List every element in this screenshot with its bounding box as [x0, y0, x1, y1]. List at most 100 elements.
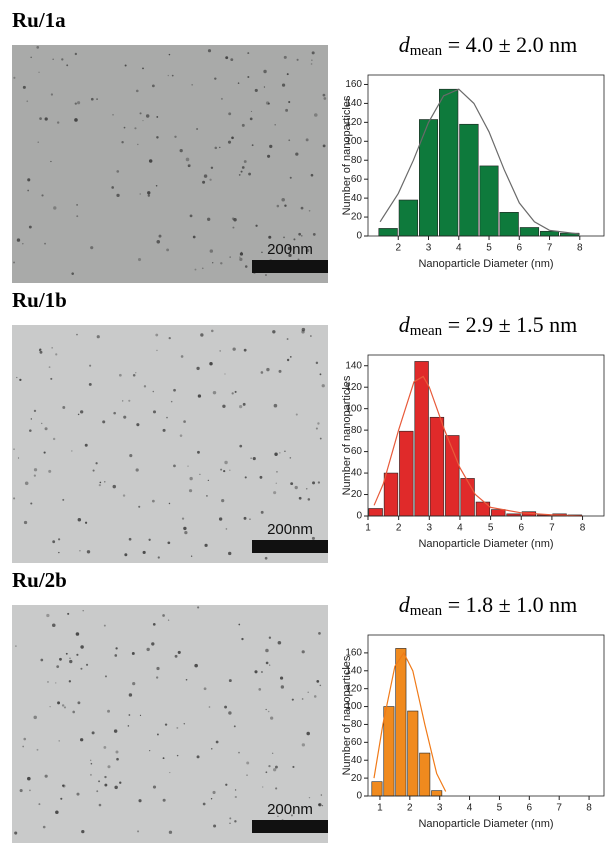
tem-particle [317, 422, 320, 425]
tem-particle [118, 373, 122, 377]
tem-particle [98, 803, 102, 807]
tem-particle [75, 632, 80, 636]
tem-particle [269, 144, 273, 149]
tem-particle [313, 695, 317, 698]
plot-frame [367, 74, 605, 237]
tem-particle [305, 487, 308, 490]
tem-particle [22, 745, 25, 748]
tem-particle [22, 85, 26, 89]
tem-particle [152, 622, 156, 626]
tem-particle [265, 771, 268, 774]
tem-particle [273, 403, 278, 408]
tem-particle [55, 353, 58, 356]
tem-particle [112, 484, 117, 489]
tem-particle [237, 82, 240, 84]
bar [540, 230, 560, 237]
y-tick-label: 100 [345, 403, 362, 414]
tem-particle [287, 246, 292, 251]
tem-particle [156, 136, 159, 139]
tem-particle [286, 73, 289, 76]
tem-particle [116, 757, 119, 761]
tem-particle [316, 680, 320, 683]
tem-particle [38, 71, 40, 74]
tem-particle [74, 102, 77, 105]
tem-particle [47, 680, 49, 683]
tem-particle [319, 437, 322, 440]
tem-particle [191, 83, 194, 86]
tem-particle [55, 682, 57, 684]
scale-bar [252, 260, 328, 273]
tem-particle [196, 366, 200, 371]
y-tick-label: 0 [356, 511, 362, 522]
tem-particle [52, 437, 56, 441]
tem-particle [137, 143, 139, 146]
tem-particle [312, 233, 316, 236]
tem-particle [151, 499, 155, 503]
tem-particle [234, 795, 237, 799]
y-tick-label: 80 [351, 719, 363, 730]
y-tick-label: 60 [351, 174, 363, 185]
bar [399, 430, 414, 517]
tem-particle [142, 550, 146, 554]
tem-particle [311, 51, 315, 55]
tem-particle [39, 350, 43, 354]
tem-particle [24, 481, 29, 486]
tem-particle [210, 798, 213, 800]
tem-particle [286, 358, 290, 362]
tem-particle [262, 786, 264, 788]
tem-particle [50, 93, 54, 96]
tem-particle [289, 176, 292, 179]
panel-label: Ru/1b [12, 288, 67, 312]
tem-particle [275, 482, 277, 484]
tem-particle [13, 261, 15, 264]
tem-particle [275, 787, 278, 790]
tem-particle [179, 434, 183, 437]
tem-particle [96, 335, 100, 339]
title-symbol: d [399, 32, 411, 57]
tem-particle [204, 543, 208, 547]
tem-particle [23, 520, 28, 525]
tem-particle [289, 457, 292, 459]
tem-particle [44, 117, 48, 121]
x-tick-label: 6 [527, 803, 533, 814]
tem-particle [197, 450, 200, 454]
x-tick-label: 3 [437, 803, 443, 814]
tem-particle [284, 450, 286, 453]
tem-particle [209, 249, 214, 253]
tem-particle [33, 468, 38, 472]
tem-particle [215, 740, 219, 744]
tem-particle [114, 654, 118, 657]
tem-particle [295, 413, 298, 416]
tem-particle [210, 166, 214, 170]
tem-particle [49, 705, 51, 708]
x-axis-label: Nanoparticle Diameter (nm) [418, 818, 553, 830]
tem-particle [183, 420, 186, 423]
tem-particle [14, 831, 18, 835]
tem-particle [156, 349, 158, 352]
tem-particle [290, 814, 293, 817]
tem-particle [156, 240, 161, 244]
tem-particle [170, 400, 173, 403]
tem-particle [52, 540, 56, 544]
tem-particle [119, 781, 122, 784]
tem-particle [82, 610, 84, 612]
tem-particle [168, 336, 171, 340]
scale-bar-label: 200nm [267, 521, 313, 538]
tem-particle [194, 663, 198, 668]
tem-particle [213, 824, 217, 828]
tem-particle [77, 518, 82, 522]
tem-particle [62, 784, 65, 787]
tem-particle [196, 128, 199, 131]
tem-particle [265, 274, 267, 276]
tem-particle [30, 502, 33, 505]
x-tick-label: 4 [456, 243, 462, 254]
y-tick-label: 140 [345, 360, 362, 371]
tem-particle [29, 429, 32, 432]
tem-particle [41, 422, 43, 425]
y-tick-label: 80 [351, 425, 363, 436]
tem-particle [223, 469, 226, 473]
title-text: = 4.0 ± 2.0 nm [442, 32, 577, 57]
y-tick-label: 60 [351, 737, 363, 748]
tem-particle [95, 462, 98, 465]
tem-particle [292, 765, 295, 769]
